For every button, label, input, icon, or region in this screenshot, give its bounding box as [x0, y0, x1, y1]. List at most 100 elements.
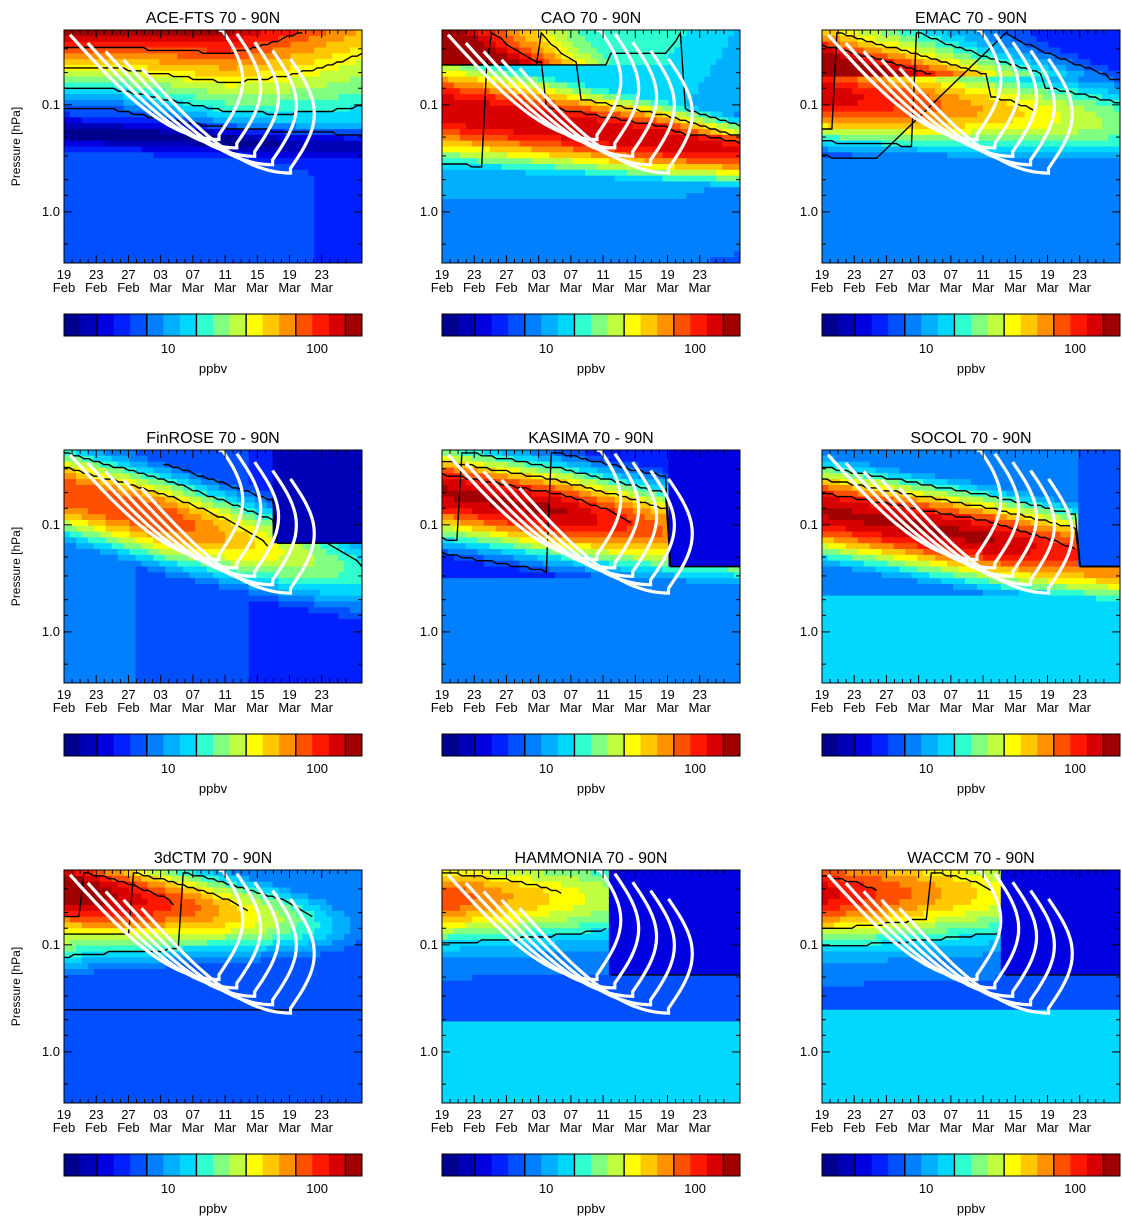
heatmap-cell [495, 30, 503, 37]
heatmap-cell [471, 140, 479, 148]
heatmap-cell [105, 146, 113, 153]
heatmap-cell [302, 88, 309, 95]
heatmap-cell [314, 204, 321, 212]
heatmap-cell [626, 94, 634, 101]
heatmap-cell [513, 59, 521, 66]
heatmap-cell [111, 187, 119, 194]
heatmap-cell [201, 193, 208, 200]
heatmap-cell [620, 228, 628, 235]
heatmap-cell [573, 193, 580, 200]
heatmap-cell [64, 216, 71, 223]
heatmap-cell [686, 251, 693, 258]
heatmap-cell [555, 111, 562, 118]
heatmap-cell [585, 41, 592, 49]
heatmap-cell [722, 251, 729, 258]
heatmap-cell [248, 140, 256, 148]
heatmap-cell [917, 193, 924, 200]
heatmap-cell [537, 257, 544, 263]
heatmap-cell [728, 158, 735, 165]
heatmap-cell [899, 198, 907, 206]
heatmap-cell [350, 251, 357, 258]
y-axis-label: Pressure [hPa] [9, 107, 23, 186]
heatmap-cell [135, 59, 143, 66]
heatmap-cell [507, 204, 515, 212]
heatmap-cell [626, 82, 634, 89]
heatmap-cell [911, 222, 918, 229]
heatmap-cell [905, 193, 912, 200]
heatmap-cell [608, 76, 616, 84]
heatmap-cell [561, 140, 568, 148]
heatmap-cell [893, 152, 901, 159]
heatmap-cell [573, 152, 580, 159]
heatmap-cell [442, 129, 449, 136]
heatmap-cell [869, 76, 877, 84]
heatmap-cell [165, 64, 172, 72]
heatmap-cell [465, 99, 473, 107]
heatmap-cell [218, 140, 226, 148]
heatmap-cell [489, 222, 497, 229]
heatmap-cell [442, 228, 449, 235]
heatmap-cell [213, 99, 220, 107]
heatmap-cell [195, 99, 202, 107]
heatmap-cell [296, 146, 303, 153]
heatmap-cell [129, 123, 137, 130]
heatmap-cell [917, 129, 924, 136]
heatmap-cell [195, 117, 202, 124]
heatmap-cell [531, 64, 538, 72]
heatmap-cell [863, 105, 871, 113]
heatmap-cell [674, 88, 681, 95]
heatmap-cell [314, 175, 321, 183]
heatmap-cell [728, 41, 735, 49]
heatmap-cell [851, 181, 859, 188]
heatmap-cell [543, 76, 550, 84]
heatmap-cell [704, 129, 711, 136]
heatmap-cell [573, 216, 580, 223]
heatmap-cell [585, 70, 592, 78]
heatmap-cell [881, 198, 889, 206]
heatmap-cell [465, 175, 473, 183]
heatmap-cell [254, 35, 262, 43]
heatmap-cell [638, 82, 646, 89]
heatmap-cell [543, 163, 550, 171]
heatmap-cell [602, 152, 610, 159]
heatmap-cell [213, 88, 220, 95]
colorbar-swatch [213, 314, 231, 336]
heatmap-cell [519, 239, 527, 247]
heatmap-cell [626, 41, 634, 49]
heatmap-cell [183, 257, 190, 263]
heatmap-cell [827, 88, 835, 95]
heatmap-cell [442, 94, 449, 101]
heatmap-cell [332, 82, 339, 89]
heatmap-cell [272, 216, 280, 223]
heatmap-cell [64, 198, 71, 206]
heatmap-cell [218, 216, 226, 223]
heatmap-cell [87, 187, 95, 194]
heatmap-cell [165, 35, 172, 43]
heatmap-cell [638, 210, 646, 217]
heatmap-cell [881, 105, 889, 113]
heatmap-cell [668, 251, 676, 258]
heatmap-cell [881, 228, 889, 235]
heatmap-cell [314, 181, 321, 188]
heatmap-cell [644, 251, 652, 258]
heatmap-cell [525, 210, 532, 217]
heatmap-cell [442, 53, 449, 60]
heatmap-cell [680, 123, 687, 130]
heatmap-cell [93, 181, 101, 188]
heatmap-cell [326, 88, 333, 95]
heatmap-cell [608, 245, 616, 252]
heatmap-cell [326, 152, 333, 159]
heatmap-cell [567, 129, 574, 136]
heatmap-cell [111, 169, 119, 177]
heatmap-cell [716, 245, 723, 252]
heatmap-cell [626, 181, 634, 188]
heatmap-cell [465, 187, 473, 194]
heatmap-cell [857, 163, 865, 171]
heatmap-cell [489, 94, 497, 101]
heatmap-cell [207, 210, 214, 217]
heatmap-cell [201, 47, 208, 54]
heatmap-cell [845, 70, 853, 78]
heatmap-cell [893, 175, 901, 183]
heatmap-cell [626, 88, 634, 95]
